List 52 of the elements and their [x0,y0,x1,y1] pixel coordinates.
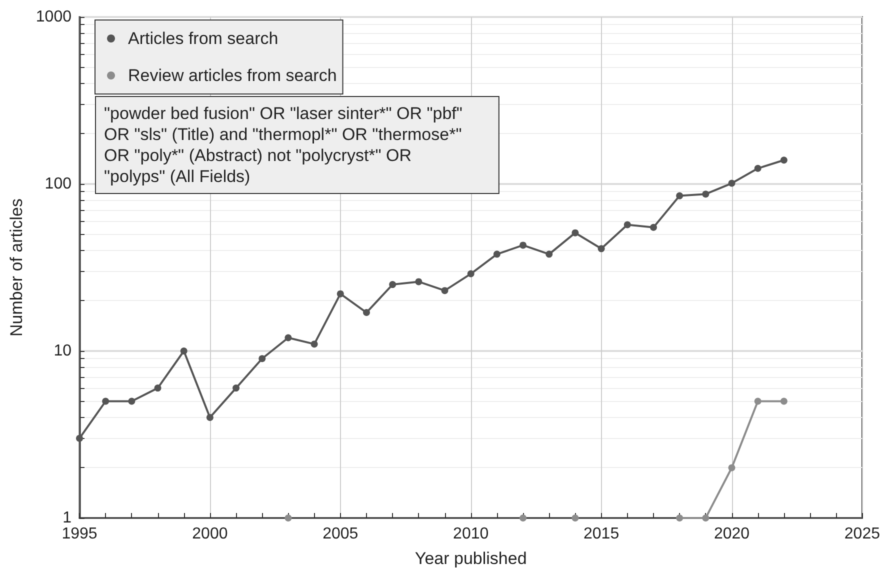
legend-label: Review articles from search [128,66,337,85]
point [546,250,553,258]
x-tick-label: 2010 [453,526,489,542]
point [598,245,605,252]
point [572,514,579,522]
x-tick-label: 2015 [584,526,620,542]
point [728,180,736,187]
y-tick-label: 100 [44,176,72,192]
point [441,287,448,294]
x-axis-title: Year published [414,549,527,568]
point [232,384,240,392]
point [728,464,736,472]
y-axis-title: Number of articles [7,198,26,336]
point [572,229,579,236]
point [258,355,266,362]
y-tick-label: 1 [62,510,72,526]
y-tick-label: 10 [54,342,72,360]
point [493,250,500,258]
point [415,278,422,286]
point [520,514,527,522]
point [702,190,710,198]
point [650,224,657,231]
point [284,334,292,342]
point [180,348,188,354]
point [754,164,762,172]
y-tick-label: 1000 [36,8,72,26]
point [128,398,136,405]
x-tick-label: 1995 [62,526,98,542]
point [702,514,710,522]
point [467,270,474,278]
point [389,281,396,288]
point [336,290,344,298]
point [284,514,292,522]
x-tick-label: 2025 [844,526,880,542]
point [780,156,788,164]
point [362,309,370,316]
legend-label: Articles from search [128,29,278,48]
point [754,398,762,405]
x-tick-label: 2020 [714,526,750,542]
point [520,242,527,249]
point [676,192,684,200]
point [780,398,788,405]
x-tick-label: 2005 [322,526,358,542]
point [310,340,318,348]
point [102,398,110,405]
point [154,384,162,392]
annotation: "powder bed fusion" OR "laser sinter*" OR "pbf" OR "sls" (Title) and "thermopl*" OR "thermose*" OR "poly*" (Abstract) not "polycryst*" OR "polyps" (All Fields) [104,104,462,186]
x-tick-label: 2000 [192,526,228,542]
point [624,221,631,228]
point [76,434,83,442]
point [206,414,214,421]
point [676,514,684,522]
